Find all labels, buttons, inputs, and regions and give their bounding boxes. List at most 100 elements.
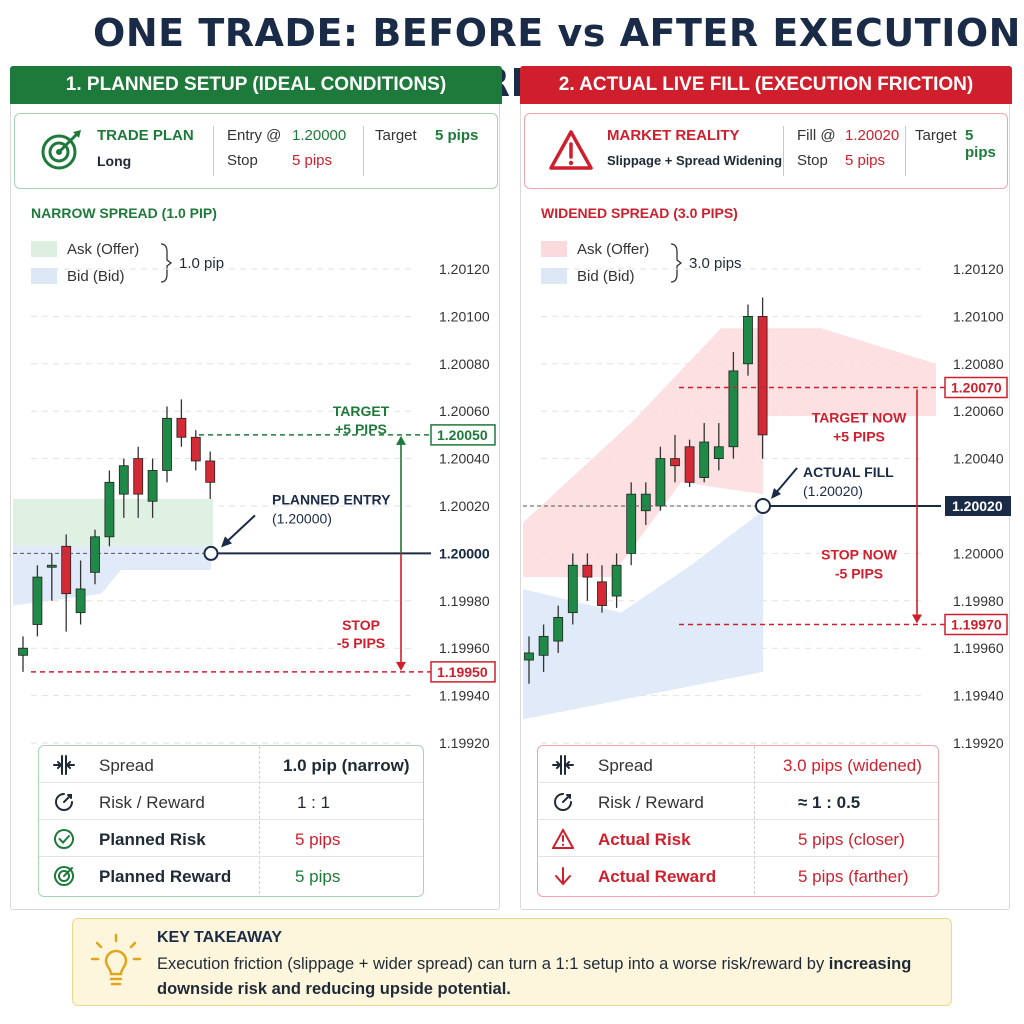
y-tick-label: 1.20080 [439, 356, 490, 372]
legend-label-ask: Ask (Offer) [67, 241, 139, 258]
candle-body [567, 564, 578, 614]
candle-body [46, 564, 57, 568]
target-label: TARGET NOW [812, 410, 907, 426]
spread-icon [53, 755, 75, 775]
gauge-icon [55, 793, 73, 811]
target-icon [41, 130, 81, 170]
y-tick-label: 1.20120 [439, 261, 490, 277]
y-tick-label: 1.20060 [953, 403, 1004, 419]
planned-setup-panel: 1. PLANNED SETUP (IDEAL CONDITIONS) TRAD… [10, 66, 502, 910]
divider [783, 126, 784, 176]
down-arrow-icon [555, 867, 571, 886]
stat-value: ≈ 1 : 0.5 [798, 793, 861, 812]
candle-body [18, 647, 28, 656]
stop-tag-box [430, 661, 496, 683]
y-tick-label: 1.20100 [953, 308, 1004, 324]
fill-marker [755, 498, 771, 514]
y-tick-label: 1.20000 [953, 545, 1004, 561]
stop-sub-label: -5 PIPS [337, 635, 385, 651]
check-circle-icon [54, 829, 74, 849]
fill-tag: 1.20020 [952, 498, 1003, 514]
candle-body [61, 545, 72, 595]
trade-direction: Long [97, 153, 132, 169]
candle-body [582, 564, 593, 578]
fill-value: 1.20020 [845, 127, 900, 144]
y-tick-label: 1.20100 [439, 308, 490, 324]
chart-title: NARROW SPREAD (1.0 PIP) [31, 205, 217, 221]
stat-row: Actual Risk 5 pips (closer) [538, 820, 938, 857]
bid-band [523, 510, 763, 720]
bid-band [13, 546, 211, 606]
spread-label: 3.0 pips [689, 255, 742, 272]
legend-swatch-bid [31, 268, 57, 284]
takeaway-text: Execution friction (slippage + wider spr… [157, 952, 937, 1002]
spread-label: 1.0 pip [179, 255, 224, 272]
y-tick-label: 1.20040 [953, 451, 1004, 467]
stat-label: Actual Reward [598, 867, 717, 886]
candle-body [626, 493, 637, 554]
fill-label: ACTUAL FILL [803, 464, 894, 480]
reward-arrowhead [396, 435, 406, 445]
y-tick-label: 1.20060 [439, 403, 490, 419]
stop-label: STOP [342, 617, 380, 633]
stat-value: 3.0 pips (widened) [783, 756, 922, 775]
stop-tag-box [944, 613, 1008, 636]
key-takeaway-box: KEY TAKEAWAY Execution friction (slippag… [72, 918, 952, 1006]
target-tag: 1.20070 [951, 380, 1002, 396]
divider [363, 126, 364, 176]
stop-sub-label: -5 PIPS [835, 566, 883, 582]
stat-value: 5 pips [295, 830, 341, 849]
y-tick-label: 1.20080 [953, 356, 1004, 372]
planned-stats-table: Spread 1.0 pip (narrow) Risk / Reward 1 : 1… [38, 745, 424, 897]
candle-body [118, 465, 129, 495]
target-sub-label: +5 PIPS [833, 429, 885, 445]
stat-row: Risk / Reward ≈ 1 : 0.5 [538, 783, 938, 820]
legend-label-bid: Bid (Bid) [67, 268, 125, 285]
candle-body [147, 470, 158, 502]
stat-label: Actual Risk [598, 830, 691, 849]
candle-body [75, 588, 86, 614]
stat-value: 5 pips [295, 867, 341, 886]
candle-body [524, 652, 534, 661]
fill-label: Fill @ [797, 127, 836, 144]
stop-label: Stop [797, 152, 828, 169]
candle-body [597, 581, 607, 606]
stat-label: Risk / Reward [99, 793, 205, 812]
target-value: 5 pips [965, 127, 996, 161]
legend-brace [670, 243, 683, 283]
legend-swatch-ask [541, 241, 567, 257]
actual-stats-table: Spread 3.0 pips (widened) Risk / Reward ≈ 1… [537, 745, 939, 897]
legend-brace [160, 243, 173, 283]
stat-row: Risk / Reward 1 : 1 [39, 783, 423, 820]
candle-body [104, 481, 115, 538]
entry-label: PLANNED ENTRY [272, 491, 391, 507]
y-tick-label: 1.20000 [439, 545, 490, 561]
divider [754, 746, 755, 894]
stat-row: Spread 1.0 pip (narrow) [39, 746, 423, 783]
y-tick-label: 1.19960 [953, 640, 1004, 656]
legend-swatch-bid [541, 268, 567, 284]
candle-body [90, 536, 100, 573]
target-label: Target [915, 127, 957, 144]
target-label: Target [375, 127, 417, 144]
y-tick-label: 1.19920 [953, 735, 1004, 751]
candle-body [553, 616, 564, 642]
stat-value: 1.0 pip (narrow) [283, 756, 410, 775]
target-value: 5 pips [435, 127, 479, 144]
warning-icon [552, 828, 574, 849]
entry-arrow [224, 514, 256, 545]
y-tick-label: 1.20120 [953, 261, 1004, 277]
takeaway-body-plain: Execution friction (slippage + wider spr… [157, 955, 825, 973]
y-tick-label: 1.19980 [439, 593, 490, 609]
entry-value: 1.20000 [292, 127, 347, 144]
y-tick-label: 1.20040 [439, 451, 490, 467]
entry-marker [203, 545, 219, 561]
stop-label: Stop [227, 152, 258, 169]
target-tag-box [430, 424, 496, 446]
candle-body [133, 458, 144, 495]
entry-label: Entry @ [227, 127, 282, 144]
planned-chart: NARROW SPREAD (1.0 PIP) Ask (Offer) Bid (B… [11, 197, 501, 797]
risk-arrowhead [396, 661, 406, 671]
trade-plan-box: TRADE PLAN Long Entry @ 1.20000 Stop 5 p… [14, 113, 498, 189]
fill-arrow [774, 467, 798, 495]
